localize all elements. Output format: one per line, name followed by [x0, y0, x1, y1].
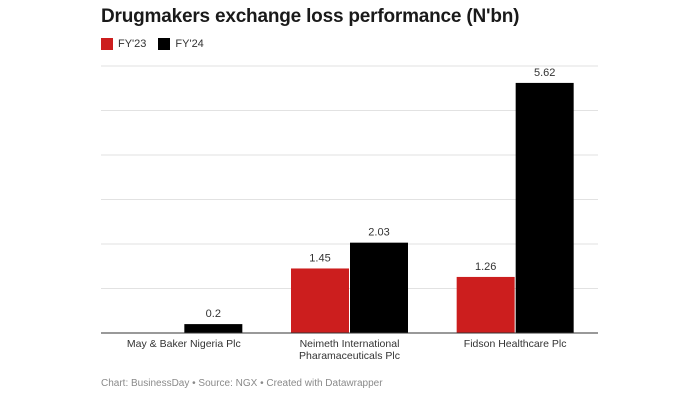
category-label: Pharamaceuticals Plc [299, 350, 400, 362]
data-label: 1.26 [475, 261, 496, 273]
legend: FY'23 FY'24 [101, 38, 216, 50]
legend-item-fy23: FY'23 [101, 38, 146, 50]
bar [291, 268, 349, 333]
bar [184, 324, 243, 333]
data-label: 2.03 [368, 227, 389, 239]
legend-swatch-fy24 [158, 38, 171, 50]
chart-title: Drugmakers exchange loss performance (N'… [101, 6, 520, 27]
legend-swatch-fy23 [101, 38, 113, 50]
data-label: 0.2 [206, 308, 221, 320]
category-label: Fidson Healthcare Plc [464, 338, 567, 350]
bar [350, 242, 408, 333]
data-label: 1.45 [309, 252, 330, 264]
bar [456, 276, 515, 333]
legend-label-fy24: FY'24 [175, 38, 204, 50]
chart-footer: Chart: BusinessDay • Source: NGX • Creat… [101, 378, 383, 389]
bar [515, 82, 574, 333]
category-label: Neimeth International [300, 338, 400, 350]
data-label: 5.62 [534, 67, 555, 79]
legend-item-fy24: FY'24 [158, 38, 204, 50]
legend-label-fy23: FY'23 [118, 38, 147, 50]
category-label: May & Baker Nigeria Plc [127, 338, 241, 350]
